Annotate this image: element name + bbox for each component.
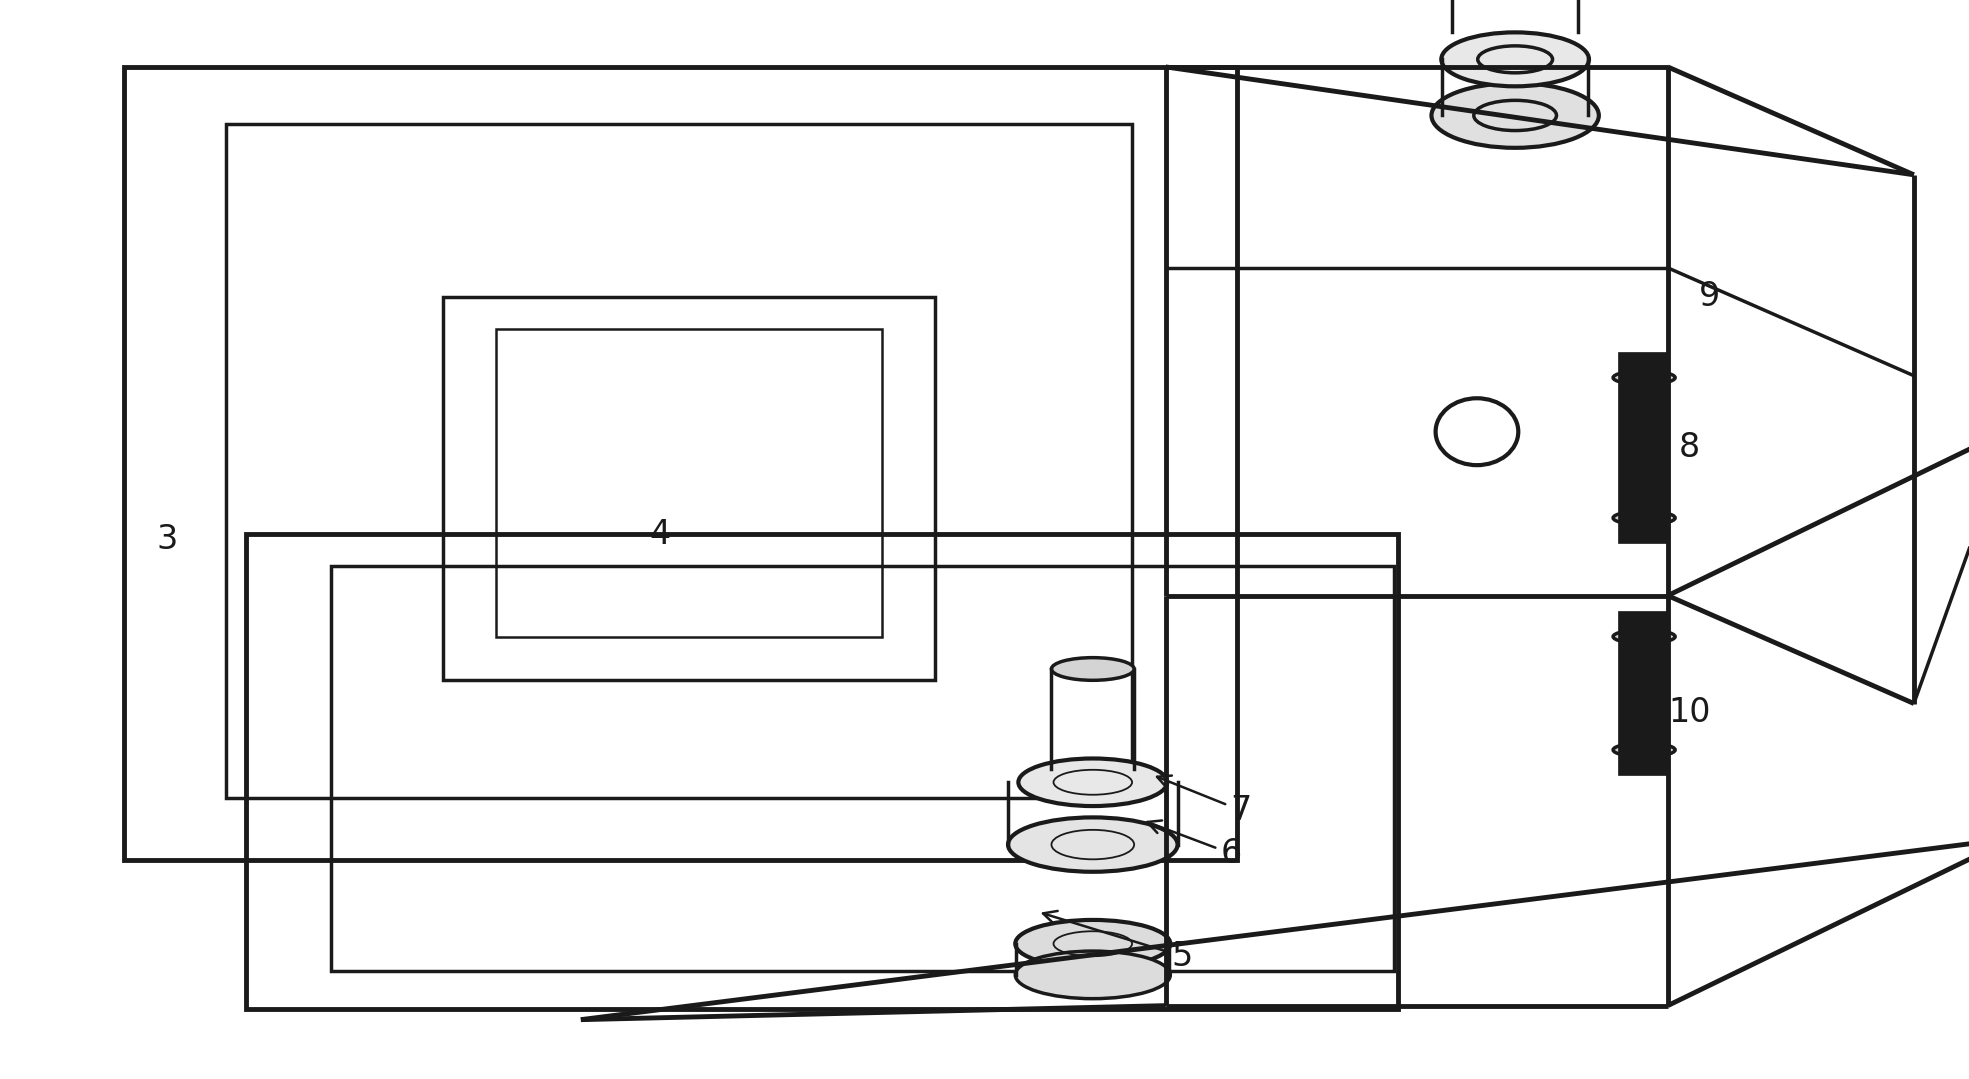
Text: 6: 6	[1148, 820, 1242, 870]
Ellipse shape	[1016, 920, 1170, 968]
Bar	[226, 124, 1132, 798]
Ellipse shape	[1613, 743, 1676, 756]
Ellipse shape	[1018, 759, 1168, 806]
Bar	[443, 297, 935, 680]
Ellipse shape	[1051, 657, 1134, 681]
Bar	[246, 534, 1398, 1009]
Ellipse shape	[1431, 83, 1599, 148]
Text: 5: 5	[1044, 911, 1193, 972]
Bar	[124, 67, 1237, 860]
Ellipse shape	[1613, 630, 1676, 643]
Ellipse shape	[1016, 951, 1170, 999]
Text: 9: 9	[1699, 281, 1719, 313]
Text: 7: 7	[1158, 776, 1252, 827]
Bar	[496, 329, 882, 637]
Text: 3: 3	[158, 523, 177, 556]
Ellipse shape	[1008, 818, 1177, 872]
Ellipse shape	[1613, 511, 1676, 524]
Ellipse shape	[1441, 32, 1589, 86]
Ellipse shape	[1613, 371, 1676, 384]
Text: 4: 4	[650, 518, 669, 550]
Text: 10: 10	[1668, 696, 1711, 728]
Text: 8: 8	[1680, 432, 1699, 464]
Bar	[331, 566, 1394, 971]
